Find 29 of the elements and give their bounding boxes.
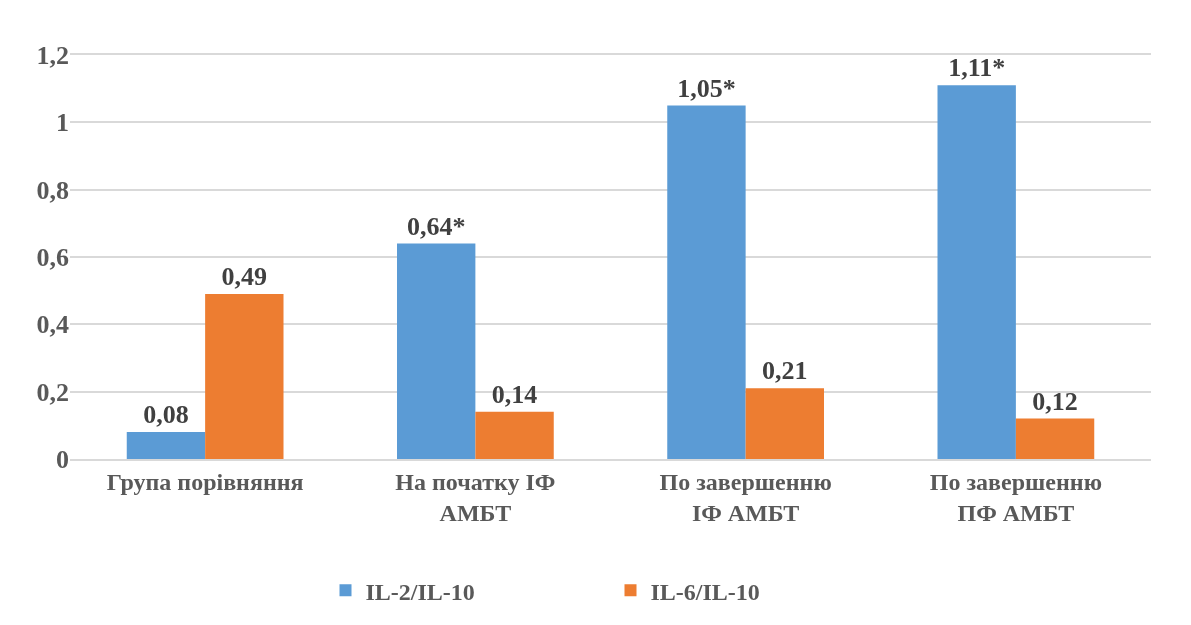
y-tick-label: 0 <box>56 445 69 475</box>
x-tick-label: На початку ІФ АМБТ <box>395 468 556 526</box>
data-label: 0,08 <box>143 400 189 430</box>
bar <box>1015 418 1095 459</box>
data-label: 0,21 <box>762 356 808 386</box>
y-tick-label: 1,2 <box>36 41 69 71</box>
x-tick-label: По завершенню ПФ АМБТ <box>929 468 1102 526</box>
data-label: 1,11* <box>948 53 1006 83</box>
bar <box>397 243 476 459</box>
y-tick-label: 0,8 <box>36 175 69 205</box>
legend-label: IL-6/IL-10 <box>650 578 760 605</box>
data-label: 1,05* <box>677 73 736 103</box>
bar <box>745 388 824 459</box>
bar <box>205 294 284 459</box>
bar <box>126 432 206 459</box>
x-tick-label: По завершенню ІФ АМБТ <box>659 468 832 526</box>
data-label: 0,49 <box>221 262 268 292</box>
data-label: 0,14 <box>491 379 538 409</box>
y-tick-label: 0,6 <box>36 243 69 273</box>
bar <box>475 411 554 459</box>
bar <box>937 85 1016 459</box>
data-label: 0,64* <box>406 211 466 241</box>
y-tick-label: 0,2 <box>36 377 69 407</box>
legend-label: IL-2/IL-10 <box>365 578 475 605</box>
x-tick-label: Група порівняння <box>106 468 304 495</box>
y-tick-label: 0,4 <box>36 310 69 340</box>
data-label: 0,12 <box>1032 386 1078 416</box>
y-tick-label: 1 <box>56 108 69 138</box>
bar <box>667 105 746 459</box>
